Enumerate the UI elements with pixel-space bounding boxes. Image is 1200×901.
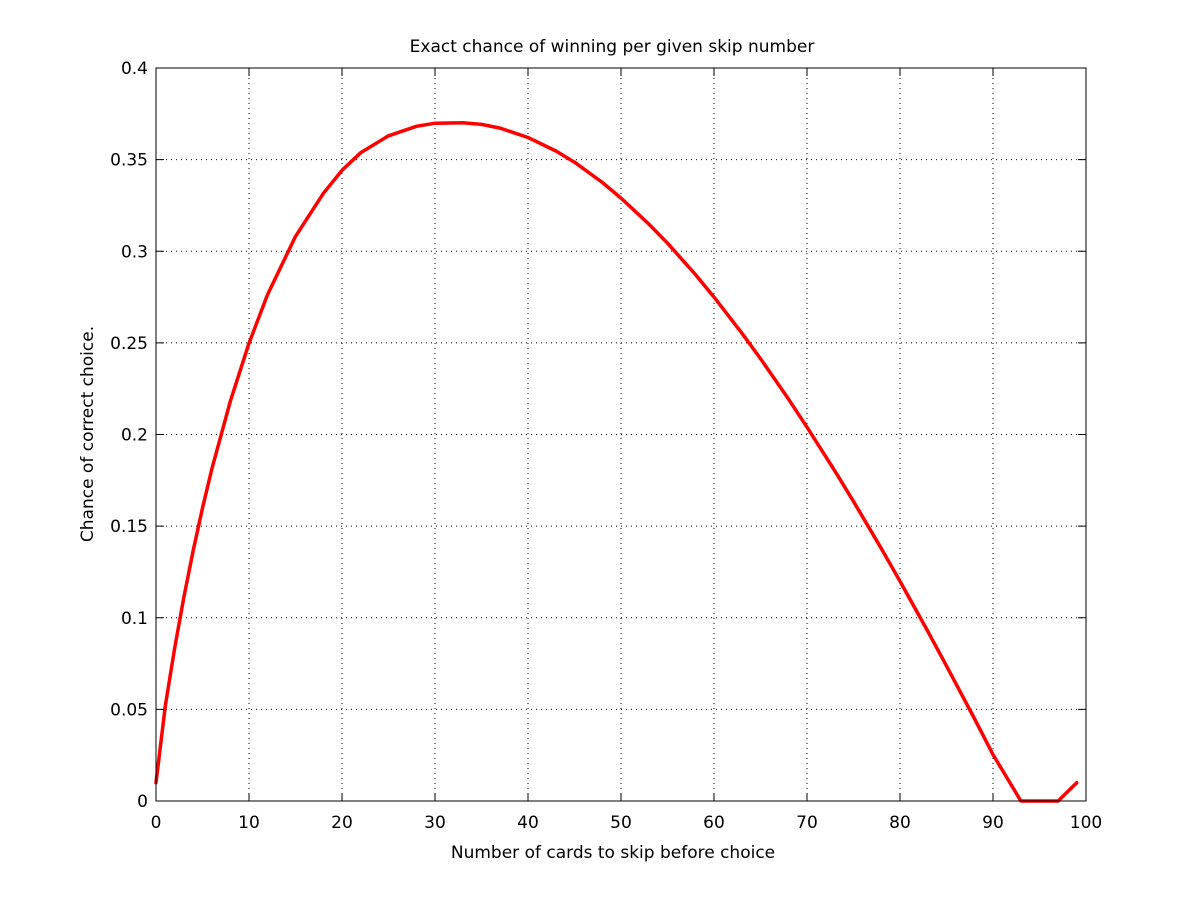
x-tick-label: 100: [1070, 813, 1102, 833]
x-tick-label: 50: [610, 813, 632, 833]
y-tick-label: 0.05: [110, 700, 148, 720]
y-tick-label: 0: [137, 792, 148, 812]
y-tick-label: 0.1: [121, 609, 148, 629]
y-tick-label: 0.3: [121, 242, 148, 262]
y-tick-label: 0.2: [121, 426, 148, 446]
x-tick-label: 20: [331, 813, 353, 833]
x-tick-label: 40: [517, 813, 539, 833]
y-tick-label: 0.4: [121, 59, 148, 79]
x-tick-label: 70: [796, 813, 818, 833]
x-tick-label: 30: [424, 813, 446, 833]
x-axis-label: Number of cards to skip before choice: [451, 843, 775, 863]
x-tick-label: 60: [703, 813, 725, 833]
chart-title: Exact chance of winning per given skip n…: [410, 37, 815, 57]
y-tick-label: 0.15: [110, 517, 148, 537]
axis-ticks: 0 10 20 30 40 50 60 70 80 90 100 0 0.05 0.1 0.15 0.2 0.2…: [110, 59, 1102, 833]
y-tick-label: 0.35: [110, 151, 148, 171]
grid-lines: [156, 68, 1086, 801]
y-tick-label: 0.25: [110, 334, 148, 354]
data-series: [154, 121, 1079, 803]
x-tick-label: 90: [982, 813, 1004, 833]
y-axis-label: Chance of correct choice.: [78, 326, 98, 542]
x-tick-label: 10: [238, 813, 260, 833]
series-line-0: [154, 121, 1079, 803]
x-tick-label: 0: [151, 813, 162, 833]
x-tick-label: 80: [889, 813, 911, 833]
